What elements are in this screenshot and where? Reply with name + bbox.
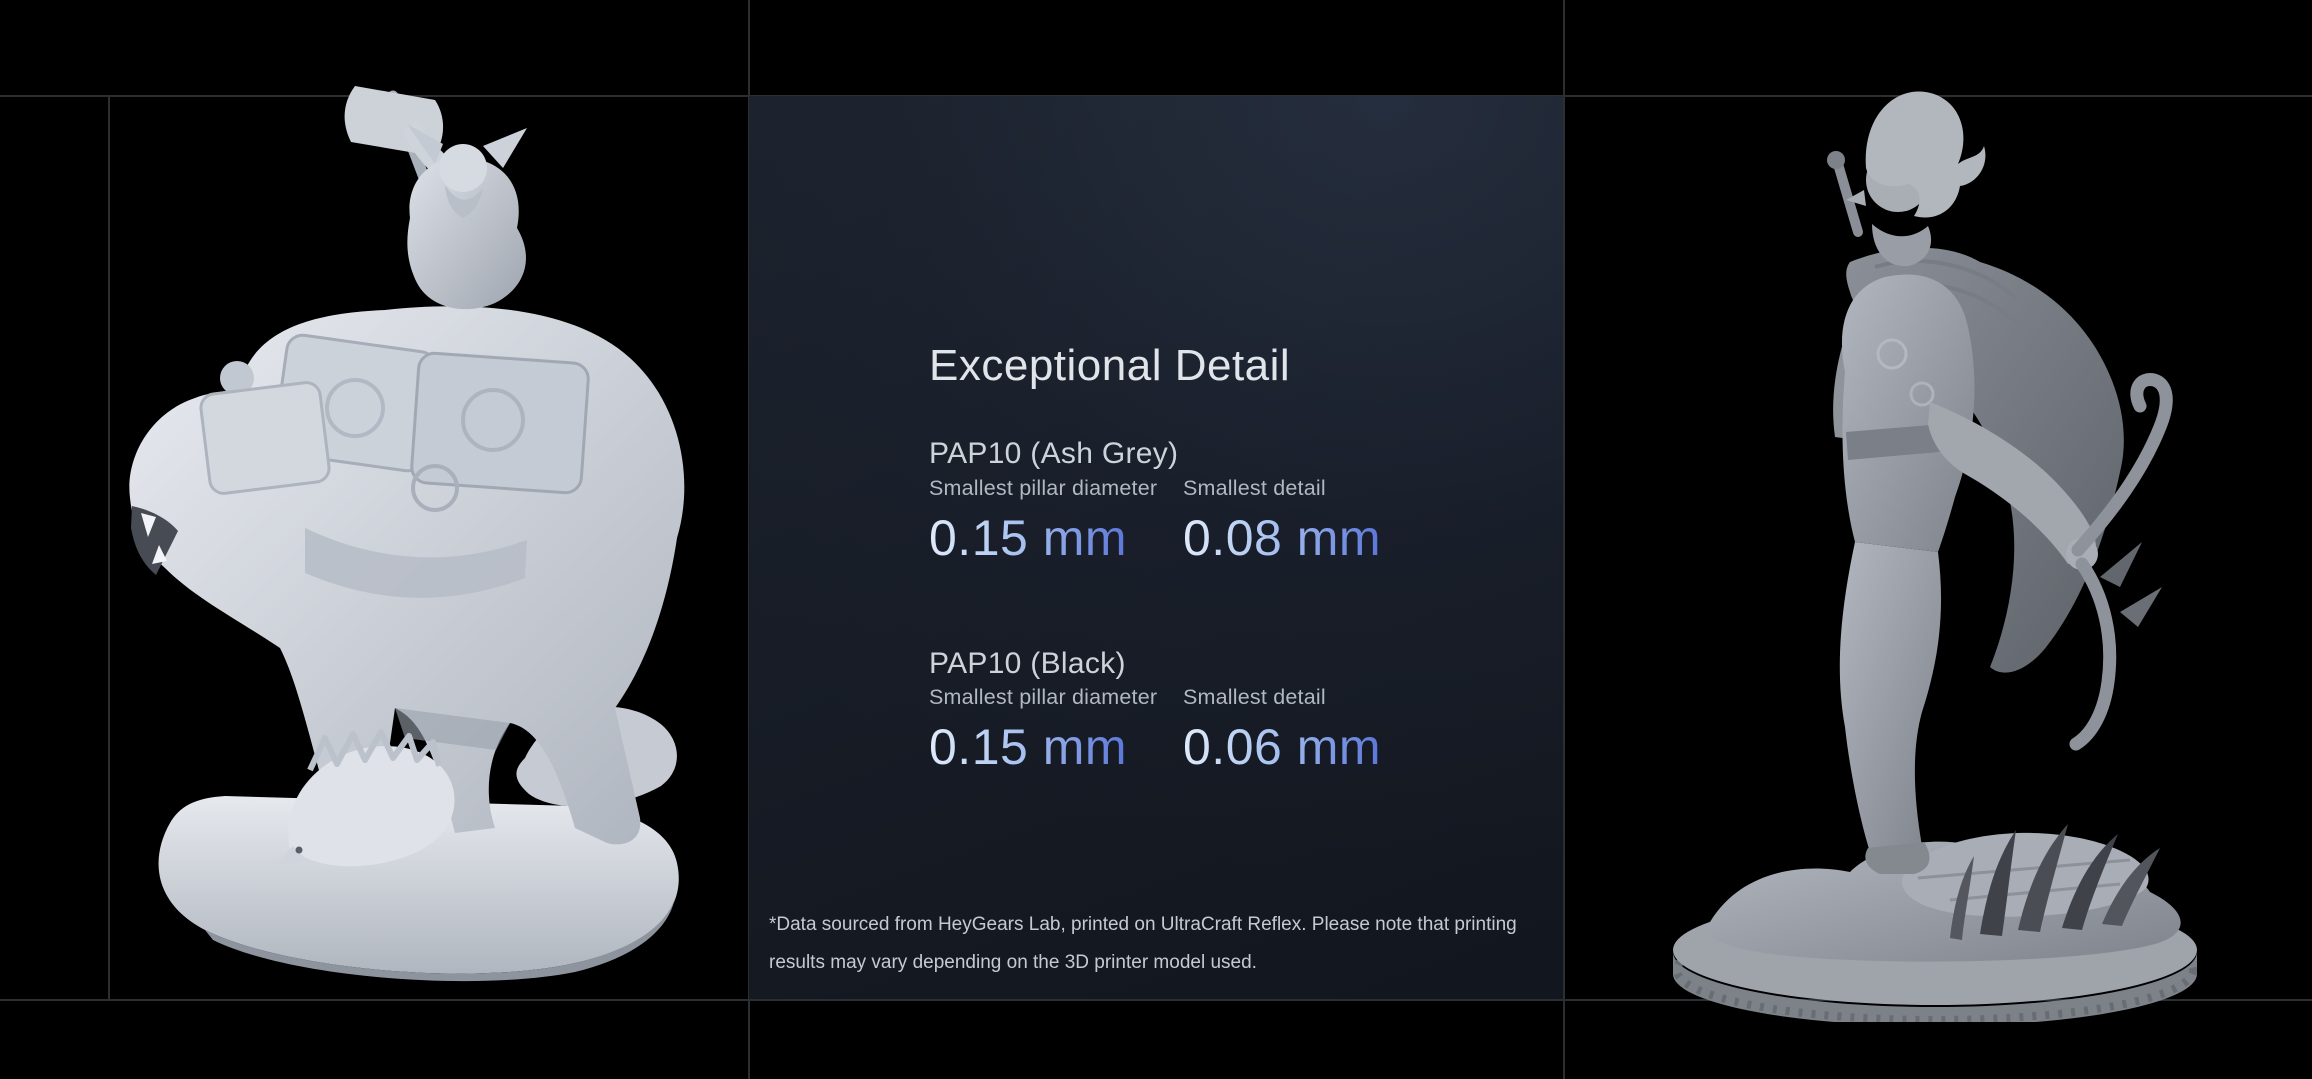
bow: [2069, 373, 2173, 751]
footnote-line-1: *Data sourced from HeyGears Lab, printed…: [769, 914, 1517, 935]
detail-spec-panel: Exceptional Detail PAP10 (Ash Grey) Smal…: [749, 96, 1563, 999]
panel-title: Exceptional Detail: [929, 341, 1291, 391]
spec-value-pillar-diameter-black: 0.15 mm: [929, 719, 1128, 775]
spec-value-row: 0.15 mm 0.08 mm: [929, 509, 1539, 567]
material-name-black: PAP10 (Black): [929, 646, 1126, 680]
rider-figure: [344, 86, 527, 310]
spec-label-row: Smallest pillar diameter Smallest detail: [929, 685, 1539, 710]
bear-rider-statue-image: [129, 86, 685, 982]
spec-label-pillar-diameter: Smallest pillar diameter: [929, 685, 1158, 709]
spec-label-pillar-diameter: Smallest pillar diameter: [929, 476, 1158, 500]
spec-value-smallest-detail-black: 0.06 mm: [1183, 719, 1382, 775]
material-name-ash-grey: PAP10 (Ash Grey): [929, 436, 1179, 470]
grid-line-horizontal-bottom: [0, 999, 2312, 1001]
spec-value-smallest-detail-ash-grey: 0.08 mm: [1183, 510, 1382, 566]
bear-figure: [129, 306, 685, 845]
grid-line-vertical-left: [108, 96, 110, 999]
elf-archer-statue-image: [1673, 91, 2197, 1022]
statue-rocky-base: [158, 796, 679, 982]
spec-value-row: 0.15 mm 0.06 mm: [929, 718, 1539, 776]
grass-blades: [1950, 824, 2160, 940]
hedgehog-figure: [269, 729, 455, 870]
spec-value-pillar-diameter-ash-grey: 0.15 mm: [929, 510, 1128, 566]
elf-figure: [1827, 91, 2173, 874]
spec-label-row: Smallest pillar diameter Smallest detail: [929, 476, 1539, 501]
footnote-line-2: results may vary depending on the 3D pri…: [769, 952, 1257, 973]
spec-label-smallest-detail: Smallest detail: [1183, 476, 1326, 500]
grid-line-vertical-panel-right: [1563, 0, 1565, 1079]
spec-label-smallest-detail: Smallest detail: [1183, 685, 1326, 709]
data-source-footnote: *Data sourced from HeyGears Lab, printed…: [769, 906, 1517, 982]
